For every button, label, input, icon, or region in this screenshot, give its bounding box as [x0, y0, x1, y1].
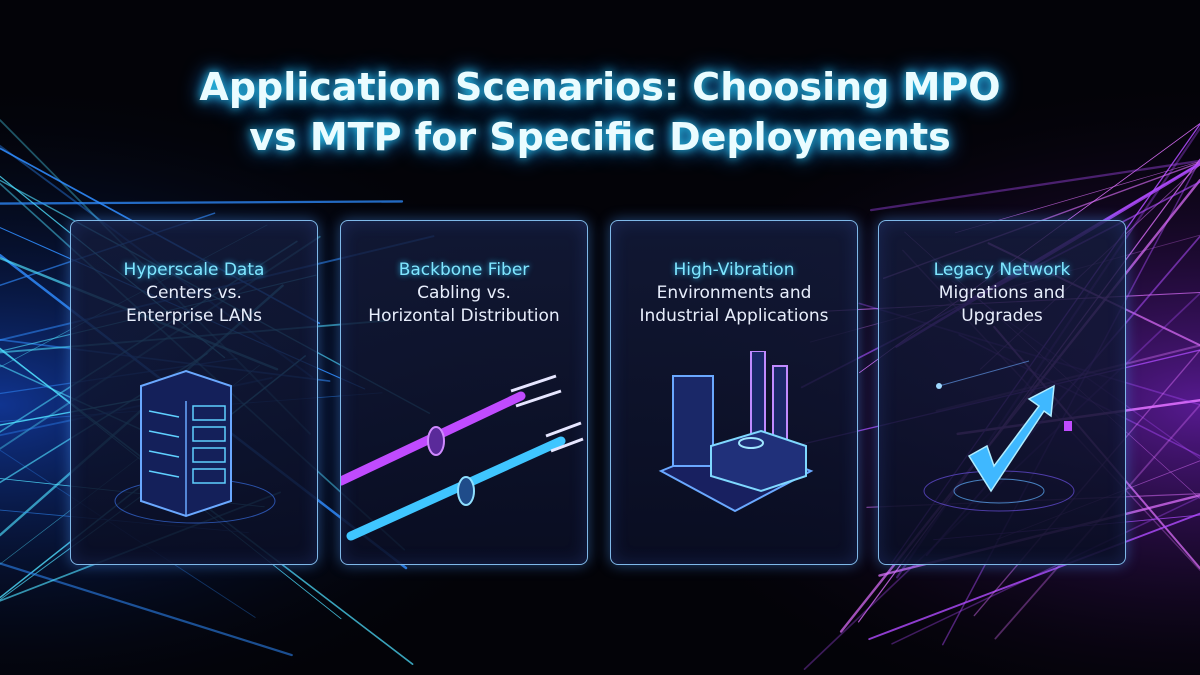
card-highlight: Backbone Fiber [398, 260, 530, 280]
card-highlight: Hyperscale Data [123, 260, 265, 280]
card-highlight: Legacy Network [933, 260, 1071, 280]
light-streak [0, 200, 404, 205]
card: Backbone Fiber Cabling vs. Horizontal Di… [340, 220, 588, 565]
card-line: Enterprise LANs [126, 306, 262, 326]
card: Legacy Network Migrations and Upgrades [878, 220, 1126, 565]
card-highlight: High-Vibration [673, 260, 795, 280]
title-line: Application Scenarios: Choosing MPO [199, 65, 1001, 109]
card: Hyperscale Data Centers vs. Enterprise L… [70, 220, 318, 565]
light-streak [868, 512, 1200, 641]
card: High-Vibration Environments and Industri… [610, 220, 858, 565]
card-line: Cabling vs. [417, 283, 511, 303]
card-line: Centers vs. [146, 283, 242, 303]
card-line: Industrial Applications [639, 306, 829, 326]
cable-icon [341, 374, 584, 541]
server-icon [114, 369, 276, 524]
card-line: Upgrades [961, 306, 1043, 326]
card-text: Backbone Fiber Cabling vs. Horizontal Di… [341, 259, 587, 328]
card-line: Environments and [656, 283, 812, 303]
card-text: Hyperscale Data Centers vs. Enterprise L… [71, 259, 317, 328]
card-line: Migrations and [938, 283, 1066, 303]
light-streak [869, 159, 1200, 212]
title: Application Scenarios: Choosing MPO vs M… [0, 62, 1200, 162]
card-text: Legacy Network Migrations and Upgrades [879, 259, 1125, 328]
arrow-icon [923, 360, 1075, 512]
light-streak [0, 562, 293, 657]
light-streak [891, 496, 1200, 645]
card-line: Horizontal Distribution [368, 306, 560, 326]
card-text: High-Vibration Environments and Industri… [611, 259, 857, 328]
factory-icon [658, 351, 814, 513]
title-line: vs MTP for Specific Deployments [249, 115, 951, 159]
